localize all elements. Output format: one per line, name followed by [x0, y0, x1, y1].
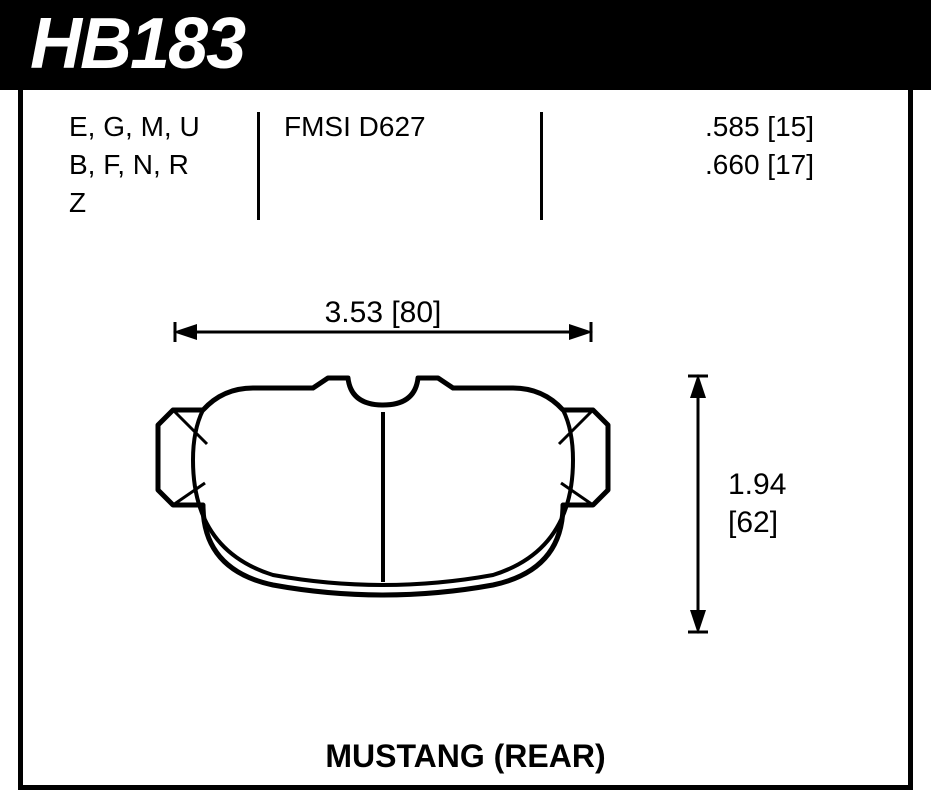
codes-line: E, G, M, U: [69, 108, 247, 146]
thickness-value: .585 [15]: [553, 108, 814, 146]
codes-line: B, F, N, R: [69, 146, 247, 184]
part-number: HB183: [30, 4, 244, 84]
column-divider: [257, 112, 260, 220]
brake-pad-shape: [133, 370, 633, 630]
fmsi-code: FMSI D627: [284, 108, 530, 146]
width-dimension: 3.53 [80]: [173, 300, 593, 334]
header-bar: HB183: [0, 0, 931, 90]
thickness-value: .660 [17]: [553, 146, 814, 184]
compound-codes: E, G, M, U B, F, N, R Z: [47, 108, 247, 221]
pad-outline-icon: [133, 370, 633, 630]
width-value: 3.53 [80]: [317, 296, 450, 330]
thickness-column: .585 [15] .660 [17]: [553, 108, 884, 221]
column-divider: [540, 112, 543, 220]
height-label: 1.94 [62]: [728, 466, 786, 541]
diagram-area: 3.53 [80] 1.94 [62]: [23, 250, 908, 785]
codes-line: Z: [69, 184, 247, 222]
spec-frame: E, G, M, U B, F, N, R Z FMSI D627 .585 […: [18, 90, 913, 790]
specs-row: E, G, M, U B, F, N, R Z FMSI D627 .585 […: [23, 90, 908, 221]
fmsi-column: FMSI D627: [270, 108, 530, 221]
height-inches: 1.94: [728, 466, 786, 504]
height-arrow-icon: [688, 374, 708, 634]
application-label: MUSTANG (REAR): [23, 738, 908, 775]
height-mm: [62]: [728, 504, 786, 542]
